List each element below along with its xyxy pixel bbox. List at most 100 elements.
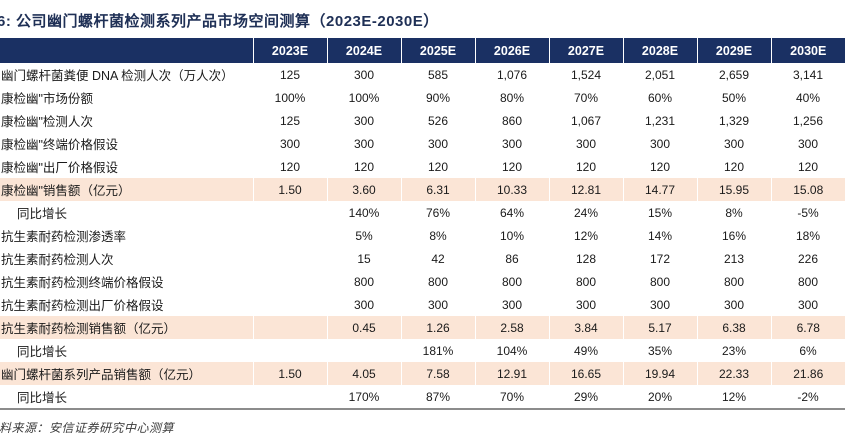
value-cell: 300 <box>575 297 597 312</box>
value-cell: 22.33 <box>696 362 771 385</box>
row-label: 幽门螺杆菌系列产品销售额（亿元） <box>0 362 253 385</box>
value-cell <box>253 247 327 270</box>
value-cell: 3.84 <box>548 316 623 339</box>
value-cell: 5.17 <box>622 316 697 339</box>
value-cell: 100% <box>348 90 380 105</box>
value-cell: 300 <box>353 67 375 82</box>
value-cell: 1.50 <box>252 362 327 385</box>
value-cell: 300 <box>501 297 523 312</box>
value-cell: 15 <box>357 251 371 266</box>
table-row: 康检幽"终端价格假设 300 300 300 300 300 300 300 300 <box>0 132 845 155</box>
value-cell: 87% <box>425 389 451 404</box>
table-row: 康检幽"销售额（亿元） 1.50 3.60 6.31 10.33 12.81 14.77 15… <box>0 178 845 201</box>
value-cell: 4.05 <box>326 362 401 385</box>
value-cell: 80% <box>499 90 525 105</box>
table-row: 抗生素耐药检测终端价格假设 800 800 800 800 800 800 800 <box>0 270 845 293</box>
row-label: 康检幽"终端价格假设 <box>1 138 118 152</box>
value-cell: 8% <box>429 228 447 243</box>
value-cell: 29% <box>573 389 599 404</box>
table-row: 同比增长 181% 104% 49% 35% 23% 6% <box>0 339 845 362</box>
value-cell: 300 <box>649 136 671 151</box>
value-cell: 300 <box>797 297 819 312</box>
value-cell: 800 <box>353 274 375 289</box>
table-row: 同比增长 140% 76% 64% 24% 15% 8% -5% <box>0 201 845 224</box>
value-cell: 23% <box>721 343 747 358</box>
value-cell <box>253 339 327 362</box>
table-row: 康检幽"检测人次 125 300 526 860 1,067 1,231 1,329 1,256 <box>0 109 845 132</box>
value-cell: 300 <box>501 136 523 151</box>
row-label: 幽门螺杆菌粪便 DNA 检测人次（万人次） <box>1 69 234 83</box>
year-column-header: 2029E <box>696 38 771 63</box>
value-cell: -2% <box>797 389 819 404</box>
value-cell: 19.94 <box>622 362 697 385</box>
value-cell: 10% <box>499 228 525 243</box>
value-cell: 90% <box>425 90 451 105</box>
value-cell: 14.77 <box>622 178 697 201</box>
value-cell <box>253 201 327 224</box>
row-label: 康检幽"出厂价格假设 <box>1 161 118 175</box>
value-cell: 120 <box>575 159 597 174</box>
value-cell: 15.08 <box>770 178 845 201</box>
row-label: 康检幽"检测人次 <box>1 115 93 129</box>
value-cell <box>253 270 327 293</box>
row-label: 抗生素耐药检测渗透率 <box>1 230 127 244</box>
table-row: 康检幽"出厂价格假设 120 120 120 120 120 120 120 120 <box>0 155 845 178</box>
year-column-header: 2025E <box>400 38 475 63</box>
value-cell: -5% <box>797 205 819 220</box>
table-row: 幽门螺杆菌系列产品销售额（亿元） 1.50 4.05 7.58 12.91 16.65 19… <box>0 362 845 385</box>
value-cell: 15% <box>647 205 673 220</box>
value-cell: 120 <box>723 159 745 174</box>
value-cell <box>327 339 401 362</box>
value-cell <box>252 316 327 339</box>
row-label: 同比增长 <box>17 391 68 405</box>
value-cell: 20% <box>647 389 673 404</box>
value-cell: 800 <box>575 274 597 289</box>
value-cell: 0.45 <box>326 316 401 339</box>
year-column-header: 2023E <box>252 38 327 63</box>
value-cell: 140% <box>348 205 380 220</box>
value-cell: 76% <box>425 205 451 220</box>
value-cell: 300 <box>427 297 449 312</box>
value-cell: 16% <box>721 228 747 243</box>
table-row: 抗生素耐药检测出厂价格假设 300 300 300 300 300 300 300 <box>0 293 845 316</box>
value-cell: 585 <box>427 67 449 82</box>
value-cell: 128 <box>575 251 597 266</box>
value-cell: 6.31 <box>400 178 475 201</box>
value-cell: 64% <box>499 205 525 220</box>
year-column-header: 2027E <box>548 38 623 63</box>
figure-title: 6: 公司幽门螺杆菌检测系列产品市场空间测算（2023E-2030E） <box>0 13 439 30</box>
value-cell: 213 <box>723 251 745 266</box>
value-cell: 104% <box>496 343 528 358</box>
value-cell: 40% <box>795 90 821 105</box>
value-cell: 226 <box>797 251 819 266</box>
value-cell: 120 <box>797 159 819 174</box>
value-cell: 1.26 <box>400 316 475 339</box>
value-cell: 2,659 <box>718 67 750 82</box>
value-cell: 3.60 <box>326 178 401 201</box>
value-cell: 10.33 <box>474 178 549 201</box>
source-note: 料来源：安信证券研究中心测算 <box>0 421 175 435</box>
value-cell: 70% <box>499 389 525 404</box>
value-cell: 172 <box>649 251 671 266</box>
value-cell: 800 <box>797 274 819 289</box>
value-cell: 42 <box>431 251 445 266</box>
value-cell: 49% <box>573 343 599 358</box>
year-column-header: 2030E <box>770 38 845 63</box>
table-row: 抗生素耐药检测渗透率 5% 8% 10% 12% 14% 16% 18% <box>0 224 845 247</box>
row-label: 同比增长 <box>17 345 68 359</box>
value-cell: 50% <box>721 90 747 105</box>
value-cell: 125 <box>279 67 301 82</box>
value-cell: 120 <box>649 159 671 174</box>
value-cell: 1,076 <box>496 67 528 82</box>
value-cell: 300 <box>353 136 375 151</box>
value-cell: 2.58 <box>474 316 549 339</box>
market-forecast-table: 2023E 2024E 2025E 2026E 2027E 2028E 2029E 2030E… <box>0 38 845 410</box>
row-label: 康检幽"市场份额 <box>1 92 93 106</box>
value-cell: 7.58 <box>400 362 475 385</box>
value-cell: 12% <box>573 228 599 243</box>
table-row: 幽门螺杆菌粪便 DNA 检测人次（万人次） 125 300 585 1,076 1,524… <box>0 63 845 86</box>
table-row: 康检幽"市场份额 100% 100% 90% 80% 70% 60% 50% 40% <box>0 86 845 109</box>
value-cell: 300 <box>353 113 375 128</box>
value-cell: 100% <box>274 90 306 105</box>
